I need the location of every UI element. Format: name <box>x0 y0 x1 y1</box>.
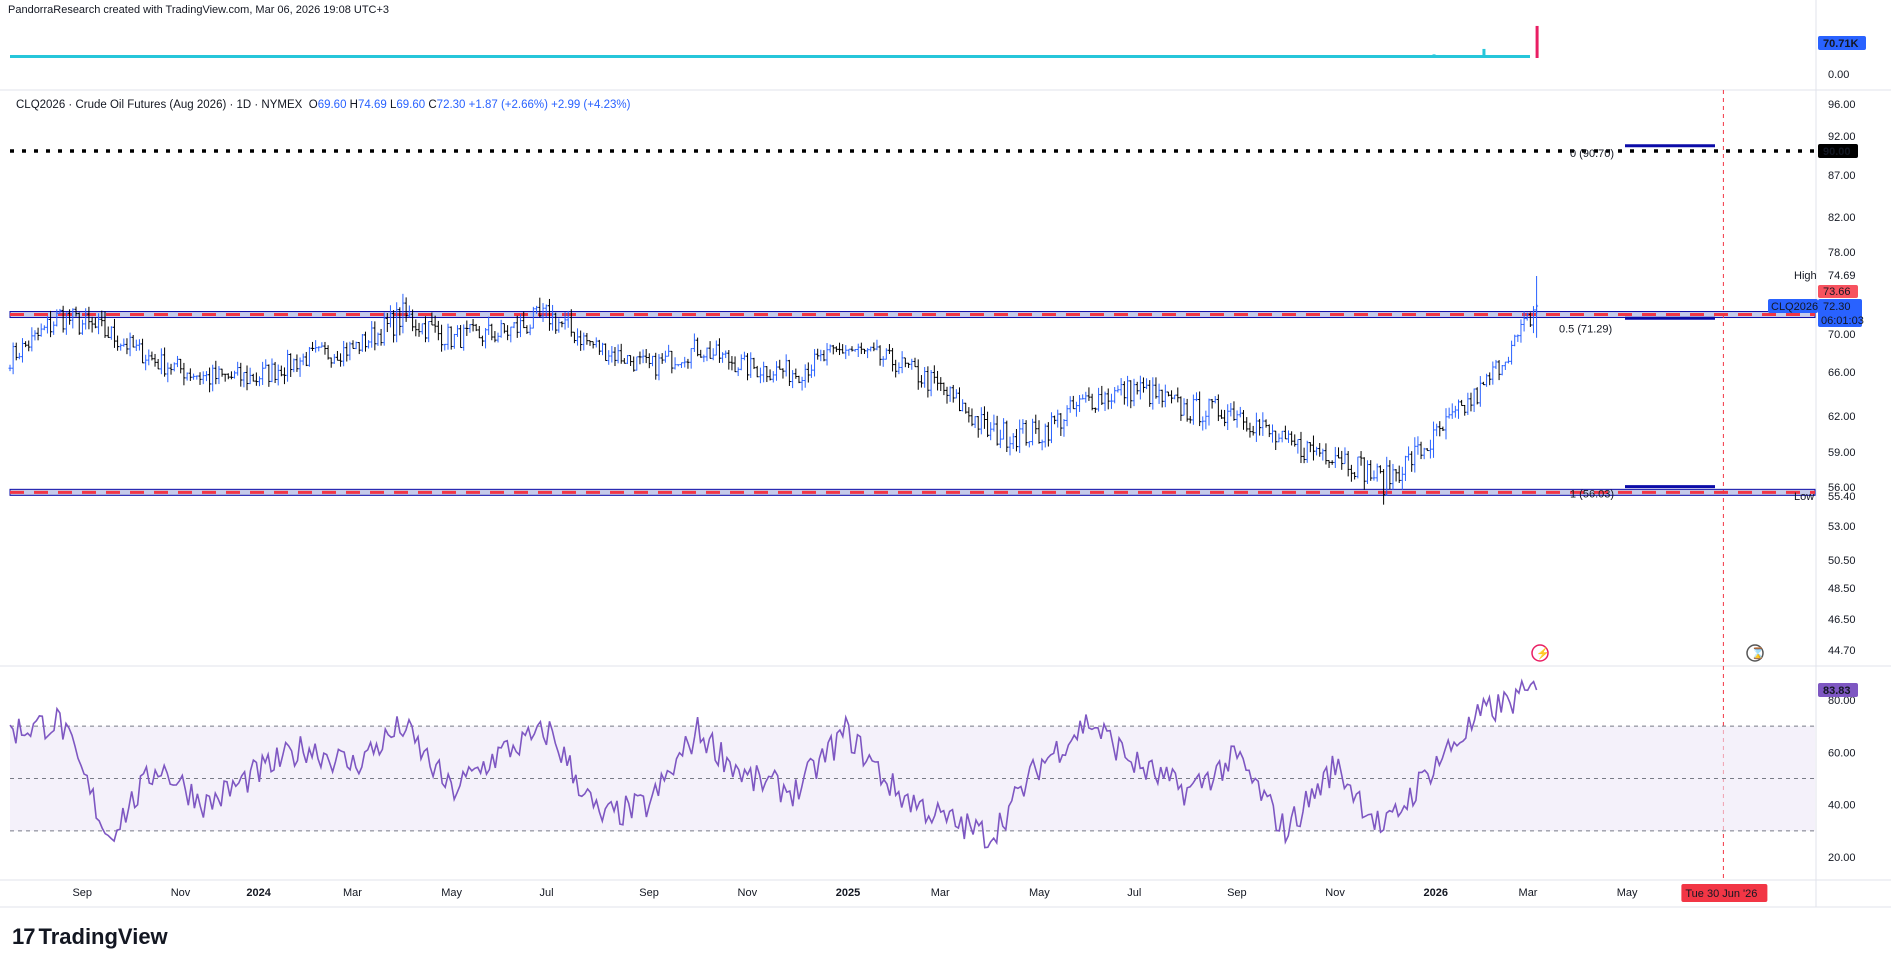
hourglass-glyph: ⌛ <box>1751 647 1765 660</box>
high-marker-label: High <box>1794 270 1817 282</box>
time-axis-tick: May <box>1617 887 1638 899</box>
tradingview-logo[interactable]: 17 TradingView <box>12 924 168 950</box>
low-label: L <box>389 99 397 111</box>
symbol-name-label: CLQ2026 <box>1771 301 1818 313</box>
rsi-value-tag <box>1818 682 1858 697</box>
volume-axis-tick: 0.00 <box>1828 69 1849 81</box>
rsi-line <box>9 678 1538 849</box>
rsi-axis-tick: 40.00 <box>1828 800 1856 812</box>
chart-attribution: PandorraResearch created with TradingVie… <box>8 4 390 16</box>
future-date-label: Tue 30 Jun '26 <box>1685 888 1757 900</box>
time-axis-tick: 2024 <box>246 887 271 899</box>
volume-bar <box>1432 54 1436 58</box>
tradingview-logo-text: TradingView <box>38 924 168 949</box>
time-axis-tick: Sep <box>72 887 92 899</box>
time-axis-tick: Jul <box>539 887 553 899</box>
volume-value-label: 70.71K <box>1823 38 1859 50</box>
price-axis-tick: 50.50 <box>1828 555 1856 567</box>
price-axis-tick: 59.00 <box>1828 447 1856 459</box>
fib-level-label: 0.5 (71.29) <box>1559 323 1612 335</box>
price-axis-tick: 87.00 <box>1828 170 1856 182</box>
price-axis-tick: 56.00 <box>1828 482 1856 494</box>
rsi-axis-tick: 60.00 <box>1828 747 1856 759</box>
time-axis-tick: Mar <box>343 887 362 899</box>
time-axis-tick: May <box>1029 887 1050 899</box>
fib-level-label: 1 (56.03) <box>1570 489 1614 501</box>
price-axis-tick: 70.00 <box>1828 329 1856 341</box>
time-axis-tick: Sep <box>639 887 659 899</box>
lightning-glyph: ⚡ <box>1536 647 1550 660</box>
low-marker-label: Low <box>1794 491 1814 503</box>
symbol-info-line: CLQ2026 · Crude Oil Futures (Aug 2026) ·… <box>16 99 630 111</box>
last-price-label: 72.30 <box>1823 301 1851 313</box>
countdown-label: 06:01:03 <box>1821 315 1864 327</box>
target-price-label: 90.00 <box>1823 146 1851 158</box>
time-axis-tick: 2026 <box>1424 887 1448 899</box>
low-value: 69.60 <box>396 99 426 111</box>
hourglass-icon <box>1746 644 1764 662</box>
prev-close-tag <box>1818 285 1858 298</box>
high-label: H <box>349 99 358 111</box>
price-axis-tick: 96.00 <box>1828 99 1856 111</box>
change-value: +1.87 (+2.66%) <box>468 99 548 111</box>
time-axis-tick: Nov <box>171 887 191 899</box>
price-axis-tick: 62.00 <box>1828 411 1856 423</box>
open-label: O <box>308 99 318 111</box>
prev-close-label: 73.66 <box>1823 286 1851 298</box>
close-value: 72.30 <box>436 99 466 111</box>
last-price-tag <box>1818 299 1862 327</box>
rsi-value-label: 83.83 <box>1823 685 1851 697</box>
low-price-label: 55.40 <box>1828 491 1856 503</box>
price-axis-tick: 78.00 <box>1828 247 1856 259</box>
target-price-tag <box>1818 144 1858 158</box>
price-axis-tick: 82.00 <box>1828 212 1856 224</box>
price-axis-tick: 44.70 <box>1828 645 1856 657</box>
price-axis-tick: 92.00 <box>1828 131 1856 143</box>
price-axis-tick: 53.00 <box>1828 521 1856 533</box>
time-axis-tick: May <box>441 887 462 899</box>
symbol-name-tag <box>1768 299 1818 313</box>
time-axis-tick: Sep <box>1227 887 1247 899</box>
price-axis-tick: 48.50 <box>1828 583 1856 595</box>
time-axis-tick: Jul <box>1127 887 1141 899</box>
fib-level-label: 0 (90.70) <box>1570 148 1614 160</box>
time-axis-tick: 2025 <box>836 887 860 899</box>
volume-bar <box>1382 56 1386 58</box>
lightning-icon <box>1531 644 1549 662</box>
time-axis-tick: Mar <box>1519 887 1538 899</box>
change2-value: +2.99 (+4.23%) <box>551 99 631 111</box>
rsi-band-fill <box>10 726 1815 831</box>
time-axis-tick: Nov <box>738 887 758 899</box>
high-value: 74.69 <box>357 99 387 111</box>
volume-value-tag <box>1818 36 1866 50</box>
close-label: C <box>428 99 437 111</box>
symbol-title[interactable]: CLQ2026 · Crude Oil Futures (Aug 2026) ·… <box>16 99 303 111</box>
time-axis-tick: Mar <box>931 887 950 899</box>
rsi-axis-tick: 20.00 <box>1828 852 1856 864</box>
time-axis-tick: Nov <box>1325 887 1345 899</box>
volume-baseline-bar <box>10 55 1530 58</box>
high-price-label: 74.69 <box>1828 270 1856 282</box>
price-axis-tick: 46.50 <box>1828 614 1856 626</box>
volume-bar <box>1482 48 1486 58</box>
rsi-axis-tick: 80.00 <box>1828 695 1856 707</box>
future-date-tag <box>1681 884 1768 902</box>
price-axis-tick: 66.00 <box>1828 367 1856 379</box>
tradingview-logo-icon: 17 <box>12 924 36 949</box>
open-value: 69.60 <box>317 99 347 111</box>
volume-bar <box>1535 25 1539 58</box>
